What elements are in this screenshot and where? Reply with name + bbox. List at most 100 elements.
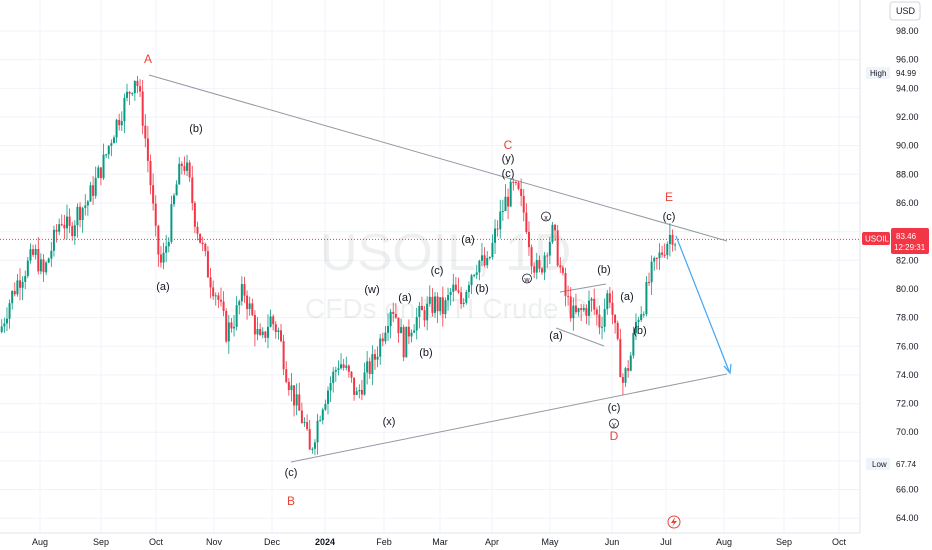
candle-body	[92, 185, 95, 196]
candle-body	[434, 296, 436, 313]
candle-body	[272, 316, 275, 325]
candle-body	[449, 291, 452, 296]
wave-label-secondary: (c)	[431, 265, 444, 277]
grid	[0, 0, 860, 533]
candle-body	[496, 228, 499, 230]
candle-body	[572, 305, 575, 319]
candle-body	[470, 275, 473, 286]
candle-body	[316, 420, 319, 443]
candle-body	[170, 204, 173, 242]
candle-body	[295, 394, 298, 406]
candle-body	[219, 299, 222, 302]
candle-body	[517, 182, 520, 189]
time-axis[interactable]: Aug Sep Oct Nov Dec 2024 Feb Mar Apr May Jun Jul Aug…	[32, 537, 847, 547]
candle-body	[282, 341, 285, 370]
candle-body	[102, 154, 105, 179]
candle-body	[488, 257, 491, 259]
candle-body	[45, 262, 48, 273]
candle-body	[598, 314, 601, 328]
candle-body	[392, 311, 395, 315]
candle-body	[444, 300, 447, 314]
candle-body	[319, 420, 322, 422]
candle-body	[162, 252, 165, 263]
x-tick-label: Aug	[32, 537, 48, 547]
candle-body	[300, 410, 303, 423]
candle-body	[373, 354, 376, 360]
candle-body	[175, 184, 178, 196]
wave-label-secondary: (c)	[663, 211, 676, 223]
candle-body	[24, 276, 27, 282]
candle-body	[415, 317, 418, 331]
candle-body	[19, 280, 22, 288]
candle-body	[480, 255, 483, 261]
candle-body	[559, 265, 562, 268]
candle-body	[141, 91, 144, 126]
y-tick-label: 74.00	[896, 370, 919, 380]
candle-body	[590, 298, 593, 301]
candle-body	[68, 216, 71, 226]
candle-body	[233, 326, 236, 329]
y-tick-label: 94.00	[896, 83, 919, 93]
candle-body	[269, 316, 272, 327]
candle-body	[280, 330, 283, 342]
candle-body	[146, 138, 149, 161]
wave-label-secondary: x	[544, 215, 548, 222]
x-tick-label: Dec	[264, 537, 281, 547]
candle-body	[321, 409, 324, 421]
candle-body	[556, 230, 559, 266]
candle-body	[99, 167, 102, 179]
wave-labels: A B C D E (b) (a) (c) (w) (a) (b) (x) (c) (a) (b) (y) (c…	[144, 52, 675, 508]
candle-body	[483, 255, 486, 266]
candle-body	[3, 323, 6, 327]
candle-body	[159, 254, 162, 263]
candle-body	[149, 160, 152, 186]
candle-body	[624, 368, 627, 383]
candle-body	[608, 293, 611, 303]
wave-label-primary: A	[144, 52, 152, 66]
candle-body	[345, 365, 348, 368]
x-tick-label: Aug	[716, 537, 732, 547]
lightning-icon[interactable]	[667, 515, 681, 529]
candle-body	[8, 303, 11, 319]
candle-body	[290, 385, 293, 391]
candle-body	[554, 224, 557, 231]
candle-body	[629, 355, 632, 371]
candle-body	[313, 442, 316, 449]
candle-body	[89, 185, 92, 202]
y-tick-label: 66.00	[896, 485, 919, 495]
x-tick-label: 2024	[315, 537, 335, 547]
candle-body	[546, 255, 549, 257]
candle-body	[256, 328, 259, 335]
candle-body	[616, 322, 619, 339]
candle-body	[538, 260, 541, 269]
candle-body	[621, 377, 624, 383]
candle-body	[293, 385, 296, 406]
candle-body	[136, 80, 139, 87]
candle-body	[246, 295, 249, 310]
x-tick-label: Mar	[432, 537, 448, 547]
candle-body	[389, 311, 392, 327]
high-value: 94.99	[896, 69, 917, 78]
candle-body	[400, 327, 403, 334]
last-price-badge[interactable]: USOIL 83.46 12:29:31	[862, 228, 929, 254]
candle-body	[457, 290, 460, 293]
candle-body	[413, 330, 416, 333]
candle-body	[494, 228, 497, 243]
candle-body	[306, 422, 309, 430]
candle-body	[574, 305, 577, 313]
candle-body	[308, 429, 311, 450]
candle-body	[642, 314, 645, 316]
candle-body	[34, 249, 37, 255]
candle-body	[178, 163, 181, 185]
x-tick-label: Jun	[605, 537, 620, 547]
candle-body	[619, 338, 622, 378]
y-tick-label: 88.00	[896, 169, 919, 179]
candle-body	[577, 308, 580, 313]
wave-label-secondary: w	[523, 277, 530, 284]
candle-body	[37, 249, 40, 272]
candle-body	[535, 260, 538, 273]
wave-label-secondary: (w)	[364, 284, 379, 296]
candle-body	[287, 382, 290, 391]
symbol-watermark: USOIL, 1D	[320, 224, 571, 282]
